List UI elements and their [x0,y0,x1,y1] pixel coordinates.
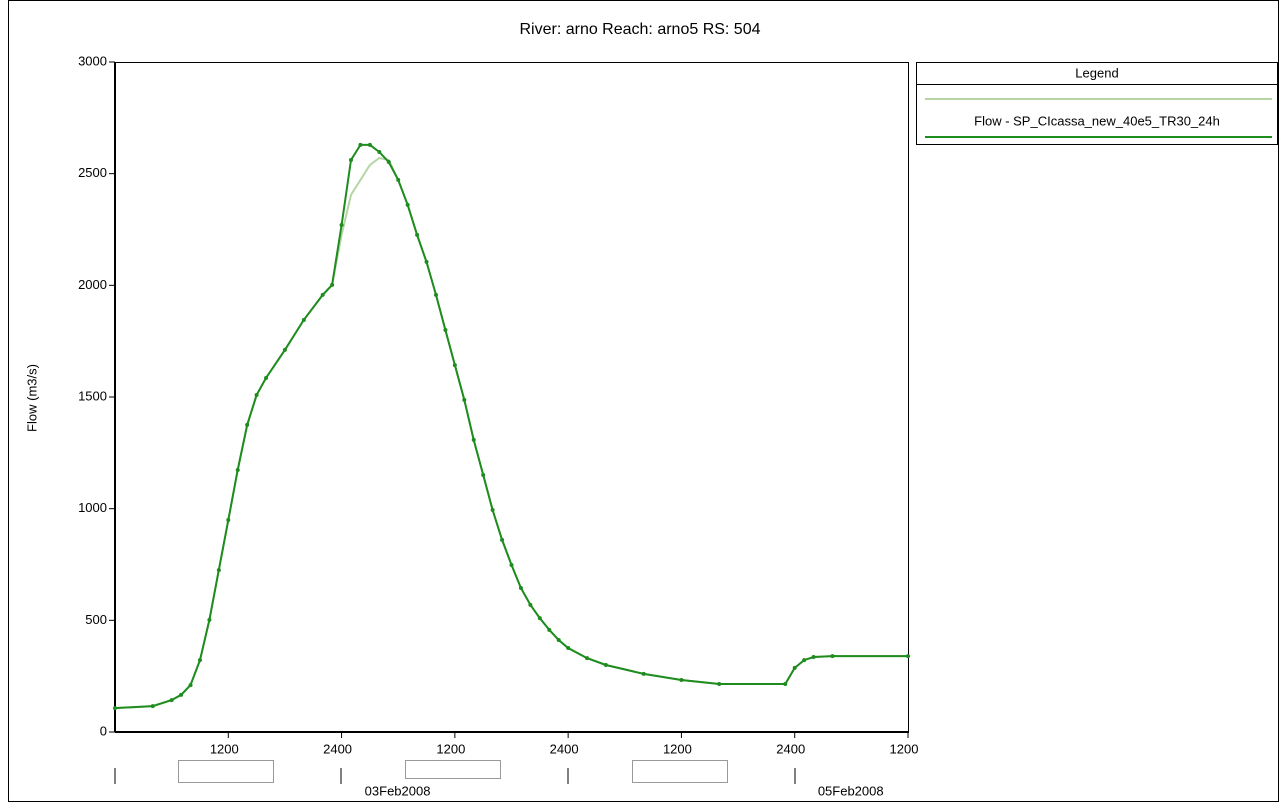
point [320,292,325,297]
x-tick-label: 1200 [663,741,692,756]
point [282,347,287,352]
date-boxes [178,760,728,783]
point [179,692,184,697]
point [433,292,438,297]
point [509,562,514,567]
point [462,397,467,402]
point [830,654,835,659]
point [547,627,552,632]
point [245,422,250,427]
point [235,468,240,473]
point [443,328,448,332]
point [566,646,571,651]
point [415,232,420,237]
point [339,223,344,228]
point [169,698,174,703]
x-tick-label: 1200 [210,741,239,756]
point [349,158,354,163]
x-tick-label: 1200 [890,741,919,756]
point [358,142,363,147]
point [641,671,646,676]
point [188,683,193,688]
chart-title: River: arno Reach: arno5 RS: 504 [519,21,760,38]
y-tick-label: 1000 [78,500,107,515]
date-box [405,760,501,779]
point [226,518,231,523]
point [556,637,561,642]
point [802,658,807,663]
point [471,437,476,442]
x-tick-label: 2400 [323,741,352,756]
legend-box [916,62,1278,145]
point [537,616,542,621]
point [783,681,788,686]
legend: Flow - SP_CIcassa_new_40e5_TR30_24h [925,98,1272,138]
y-axis-label: Flow (m3/s) [24,364,39,432]
point [481,472,486,477]
point [301,317,306,322]
point [811,654,816,659]
point [150,704,155,709]
point [424,259,429,264]
point [603,663,608,667]
x-tick-label: 2400 [776,741,805,756]
point [717,681,722,686]
point [679,677,684,682]
point [254,392,259,397]
point [405,202,410,207]
point [216,568,221,573]
y-tick-label: 2500 [78,165,107,180]
x-tick-label: 2400 [550,741,579,756]
point [330,282,335,287]
y-tick-label: 2000 [78,277,107,292]
x-tick-label: 1200 [436,741,465,756]
y-tick-label: 3000 [78,53,107,68]
point [585,656,590,661]
legend-title: Legend [1075,65,1118,80]
legend-label: Flow - SP_CIcassa_new_40e5_TR30_24h [974,113,1220,128]
date-label: 05Feb2008 [818,783,884,798]
date-label: 03Feb2008 [365,783,431,798]
point [792,665,797,670]
point [113,706,117,711]
point [490,508,495,513]
date-box [178,760,274,783]
point [264,376,269,381]
point [500,537,505,542]
point [452,363,457,368]
y-tick-label: 500 [85,612,107,627]
date-box [632,760,728,783]
y-tick-label: 1500 [78,388,107,403]
point [528,602,533,607]
day-marks [114,768,796,784]
point [386,160,391,165]
point [396,177,401,182]
point [906,654,910,659]
y-tick-label: 0 [100,723,107,738]
point [518,585,523,590]
point [377,150,382,155]
point [197,658,202,663]
point [367,142,372,147]
point [207,617,212,622]
